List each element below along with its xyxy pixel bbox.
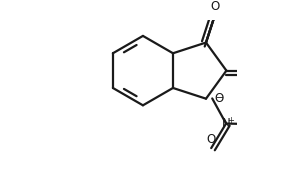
Text: O: O [207,133,216,146]
Text: O: O [214,92,223,105]
Text: +: + [227,116,234,125]
Text: N: N [222,117,230,130]
Text: −: − [216,93,224,103]
Text: O: O [210,0,219,13]
